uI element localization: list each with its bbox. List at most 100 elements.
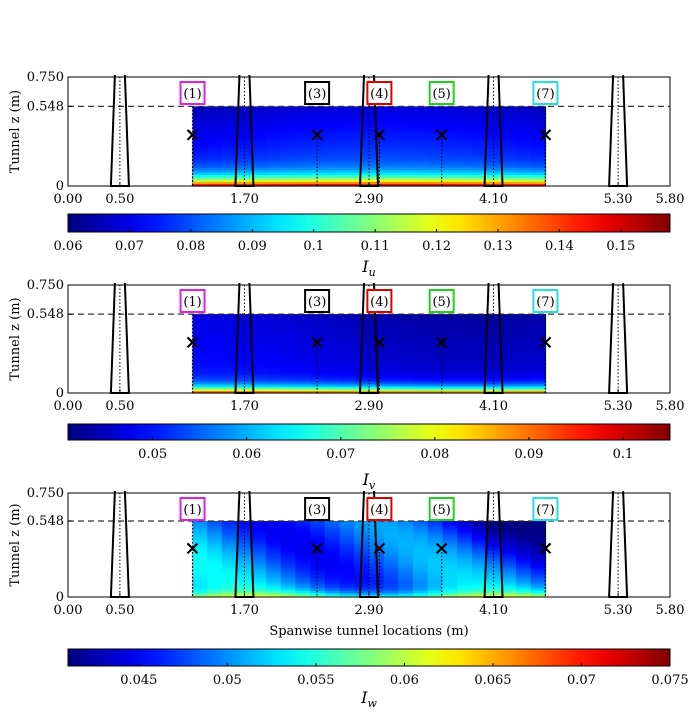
contour-cell [236,374,252,378]
contour-cell [324,547,341,551]
contour-cell [442,554,458,558]
contour-cell [280,148,297,152]
contour-cell [413,541,429,544]
contour-cell [486,106,502,110]
contour-cell [442,386,458,389]
contour-cell [207,332,223,336]
contour-cell [427,134,444,138]
contour-cell [516,376,532,380]
contour-cell [354,167,370,171]
contour-cell [398,328,414,331]
contour-cell [383,567,399,571]
contour-cell [501,332,517,336]
contour-cell [501,567,517,571]
contour-cell [530,362,547,366]
contour-cell [280,547,297,551]
contour-cell [324,132,341,136]
contour-cell [339,388,355,392]
contour-cell [339,136,355,140]
contour-cell [310,120,326,124]
contour-cell [442,146,458,150]
contour-cell [266,318,282,322]
contour-cell [339,169,355,173]
contour-cell [266,376,282,380]
contour-cell [207,383,223,387]
contour-cell [457,334,473,338]
contour-cell [207,318,223,322]
contour-cell [516,334,532,338]
contour-cell [530,134,547,138]
contour-cell [221,143,238,147]
contour-cell [530,111,547,114]
contour-cell [398,545,414,549]
contour-cell [192,178,208,182]
contour-cell [383,139,399,143]
contour-cell [398,576,414,580]
contour-cell [457,390,473,394]
contour-cell [266,383,282,387]
contour-cell [251,351,267,355]
contour-cell [427,556,444,560]
contour-cell [471,148,488,152]
contour-cell [295,339,311,343]
contour-cell [486,176,502,180]
contour-cell [354,581,370,585]
contour-cell [207,174,223,178]
contour-cell [427,162,444,166]
contour-cell [442,561,458,565]
contour-cell [471,594,488,598]
y-tick-label: 0 [56,590,64,605]
contour-cell [530,369,547,373]
colorbar-tick-label: 0.05 [138,447,167,462]
contour-cell [457,139,473,143]
contour-cell [486,360,502,364]
contour-cell [221,162,238,166]
contour-cell [295,369,311,373]
x-tick-label: 0.50 [105,399,134,414]
contour-cell [192,169,208,173]
contour-cell [295,576,311,580]
contour-cell [339,134,355,138]
contour-cell [383,328,399,331]
contour-cell [295,561,311,565]
contour-cell [310,332,326,336]
contour-cell [486,379,502,382]
contour-cell [310,554,326,558]
contour-cell [295,346,311,350]
contour-cell [442,346,458,350]
contour-cell [457,106,473,110]
contour-cell [280,351,297,355]
contour-cell [280,556,297,560]
contour-cell [398,344,414,348]
contour-cell [251,136,267,140]
contour-cell [530,153,547,157]
contour-cell [486,574,502,578]
contour-cell [251,376,267,380]
contour-cell [457,545,473,549]
contour-cell [501,157,517,161]
contour-cell [310,178,326,182]
contour-cell [530,543,547,547]
contour-cell [295,590,311,594]
probe-label-text: (3) [308,503,326,518]
contour-cell [471,592,488,596]
contour-cell [457,113,473,117]
contour-cell [383,579,399,582]
contour-cell [501,136,517,140]
contour-cell [251,344,267,348]
contour-cell [501,534,517,538]
contour-cell [442,115,458,119]
contour-cell [236,360,252,364]
contour-cell [471,529,488,533]
contour-cell [236,176,252,180]
contour-cell [295,348,311,352]
contour-cell [501,550,517,553]
contour-cell [398,143,414,147]
contour-cell [442,559,458,562]
contour-cell [251,132,267,136]
contour-cell [383,155,399,159]
contour-cell [427,169,444,173]
contour-cell [324,325,341,329]
contour-cell [207,164,223,168]
contour-cell [339,367,355,371]
